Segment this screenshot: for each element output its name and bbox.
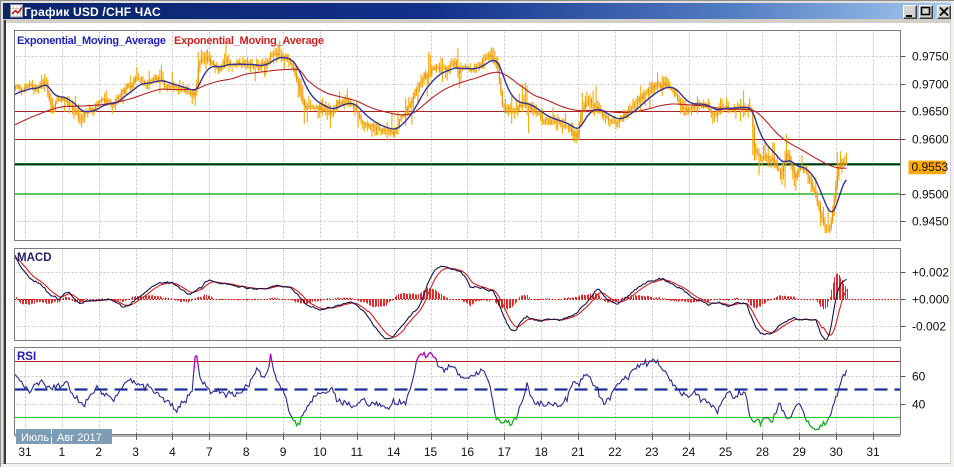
svg-text:11: 11 bbox=[351, 445, 364, 459]
svg-text:15: 15 bbox=[424, 445, 438, 459]
svg-text:0.9750: 0.9750 bbox=[912, 50, 949, 64]
svg-text:16: 16 bbox=[461, 445, 475, 459]
svg-text:0.9553: 0.9553 bbox=[912, 160, 949, 174]
svg-text:MACD: MACD bbox=[17, 252, 52, 264]
svg-text:0.9650: 0.9650 bbox=[912, 105, 949, 119]
svg-text:22: 22 bbox=[608, 445, 622, 459]
svg-text:29: 29 bbox=[793, 445, 807, 459]
svg-text:28: 28 bbox=[756, 445, 770, 459]
svg-text:1: 1 bbox=[59, 445, 66, 459]
svg-text:-0.002: -0.002 bbox=[912, 320, 946, 334]
svg-text:+0.000: +0.000 bbox=[912, 293, 949, 307]
svg-text:23: 23 bbox=[645, 445, 659, 459]
svg-text:RSI: RSI bbox=[17, 351, 36, 363]
svg-text:0.9600: 0.9600 bbox=[912, 133, 949, 147]
svg-text:Авг 2017: Авг 2017 bbox=[57, 432, 102, 444]
svg-text:8: 8 bbox=[243, 445, 250, 459]
svg-text:Июль: Июль bbox=[21, 432, 49, 444]
svg-text:14: 14 bbox=[387, 445, 401, 459]
svg-text:18: 18 bbox=[535, 445, 549, 459]
svg-text:24: 24 bbox=[682, 445, 696, 459]
svg-text:21: 21 bbox=[571, 445, 585, 459]
svg-text:4: 4 bbox=[169, 445, 176, 459]
svg-text:17: 17 bbox=[498, 445, 512, 459]
svg-text:40: 40 bbox=[912, 398, 926, 412]
svg-text:3: 3 bbox=[132, 445, 139, 459]
svg-text:0.9500: 0.9500 bbox=[912, 188, 949, 202]
svg-text:2: 2 bbox=[95, 445, 102, 459]
svg-text:31: 31 bbox=[18, 445, 32, 459]
svg-text:9: 9 bbox=[280, 445, 287, 459]
svg-text:30: 30 bbox=[829, 445, 843, 459]
svg-text:Exponential_Moving_Average: Exponential_Moving_Average bbox=[174, 35, 324, 47]
svg-text:31: 31 bbox=[866, 445, 880, 459]
svg-text:Exponential_Moving_Average: Exponential_Moving_Average bbox=[17, 35, 166, 47]
svg-text:0.9450: 0.9450 bbox=[912, 215, 949, 229]
svg-text:7: 7 bbox=[206, 445, 213, 459]
svg-text:10: 10 bbox=[313, 445, 327, 459]
svg-text:25: 25 bbox=[719, 445, 733, 459]
svg-text:+0.002: +0.002 bbox=[912, 266, 949, 280]
svg-text:0.9700: 0.9700 bbox=[912, 78, 949, 92]
svg-text:60: 60 bbox=[912, 370, 926, 384]
